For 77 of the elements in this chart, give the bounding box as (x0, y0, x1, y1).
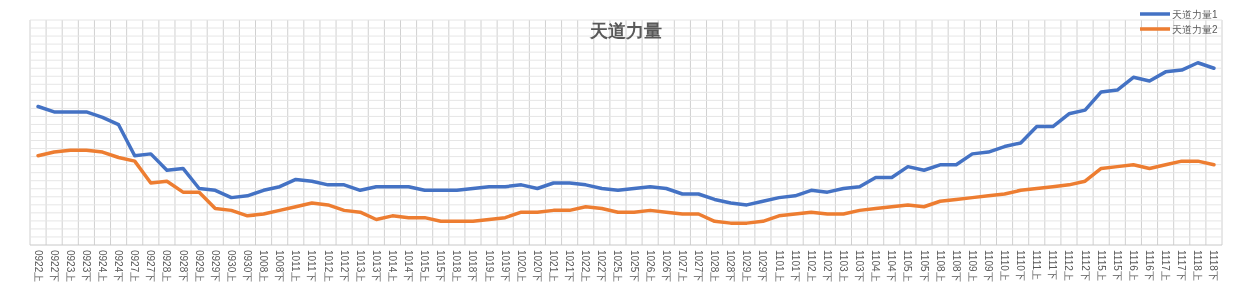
x-tick-label: 1108下 (950, 250, 962, 282)
x-tick-label: 1018上 (451, 250, 463, 283)
x-tick-label: 0929下 (209, 250, 221, 283)
x-tick-label: 0922上 (32, 250, 44, 283)
x-tick-label: 1015上 (419, 250, 431, 283)
x-tick-label: 1012上 (322, 250, 334, 283)
chart-title: 天道力量 (589, 21, 662, 41)
x-tick-label: 1021上 (548, 250, 560, 283)
x-tick-label: 0924上 (96, 250, 108, 283)
x-tick-label: 1118上 (1192, 250, 1204, 281)
x-tick-label: 1029下 (757, 250, 769, 283)
x-tick-label: 1101下 (789, 250, 801, 282)
x-tick-label: 1115上 (1095, 250, 1107, 281)
x-tick-label: 1112下 (1079, 250, 1091, 281)
x-tick-label: 1026上 (644, 250, 656, 283)
x-tick-label: 1110下 (1015, 250, 1027, 281)
x-tick-label: 1117上 (1160, 250, 1172, 281)
x-tick-label: 1022上 (580, 250, 592, 283)
x-tick-label: 1019上 (483, 250, 495, 283)
x-tick-label: 1013上 (354, 250, 366, 283)
x-tick-label: 0923下 (80, 250, 92, 283)
x-tick-label: 1026下 (660, 250, 672, 283)
x-tick-label: 1008上 (258, 250, 270, 283)
x-tick-label: 1014下 (403, 250, 415, 283)
x-tick-label: 1105上 (902, 250, 914, 282)
x-tick-label: 1116上 (1127, 250, 1139, 281)
x-tick-label: 1012下 (338, 250, 350, 283)
x-tick-label: 1110上 (999, 250, 1011, 281)
x-tick-label: 1029上 (741, 250, 753, 283)
x-tick-label: 0930下 (241, 250, 253, 283)
x-tick-label: 1008下 (274, 250, 286, 283)
x-tick-label: 1014上 (386, 250, 398, 283)
legend-label: 天道力量2 (1172, 23, 1218, 35)
x-tick-label: 1027下 (692, 250, 704, 283)
x-tick-label: 1104下 (886, 250, 898, 282)
x-tick-label: 1021下 (564, 250, 576, 283)
x-tick-label: 0928下 (177, 250, 189, 283)
x-tick-label: 1111上 (1031, 250, 1043, 281)
x-tick-label: 0922下 (48, 250, 60, 283)
x-tick-label: 1117下 (1176, 250, 1188, 281)
x-tick-label: 1109下 (982, 250, 994, 282)
x-tick-label: 0927下 (145, 250, 157, 283)
x-tick-label: 0930上 (225, 250, 237, 283)
x-tick-label: 1101上 (773, 250, 785, 282)
x-tick-label: 1027上 (676, 250, 688, 283)
x-tick-label: 1020上 (515, 250, 527, 283)
x-tick-label: 1019下 (499, 250, 511, 283)
x-tick-label: 1025上 (612, 250, 624, 283)
x-tick-label: 1011上 (290, 250, 302, 282)
x-tick-label: 1025下 (628, 250, 640, 283)
x-tick-label: 1011下 (306, 250, 318, 282)
x-tick-label: 1028下 (725, 250, 737, 283)
x-tick-label: 1111下 (1047, 250, 1059, 281)
x-tick-label: 1109上 (966, 250, 978, 282)
x-tick-label: 1020下 (531, 250, 543, 283)
x-tick-label: 1013下 (370, 250, 382, 283)
x-tick-label: 1104上 (870, 250, 882, 282)
x-tick-label: 0924下 (113, 250, 125, 283)
legend-label: 天道力量1 (1172, 8, 1218, 20)
x-tick-label: 1102下 (821, 250, 833, 282)
x-tick-label: 0928上 (161, 250, 173, 283)
x-tick-label: 1112上 (1063, 250, 1075, 281)
x-tick-label: 1108上 (934, 250, 946, 282)
x-tick-label: 1102上 (805, 250, 817, 282)
x-tick-label: 1118下 (1208, 250, 1220, 281)
x-tick-label: 0923上 (64, 250, 76, 283)
x-tick-label: 1015下 (435, 250, 447, 283)
x-tick-label: 1116下 (1144, 250, 1156, 281)
x-tick-label: 1115下 (1111, 250, 1123, 281)
x-tick-label: 1022下 (596, 250, 608, 283)
x-tick-label: 1018下 (467, 250, 479, 283)
x-tick-label: 1103下 (854, 250, 866, 282)
x-tick-label: 1028上 (709, 250, 721, 283)
x-tick-label: 0927上 (129, 250, 141, 283)
x-tick-label: 1105下 (918, 250, 930, 282)
x-tick-label: 1103上 (837, 250, 849, 282)
x-tick-label: 0929上 (193, 250, 205, 283)
